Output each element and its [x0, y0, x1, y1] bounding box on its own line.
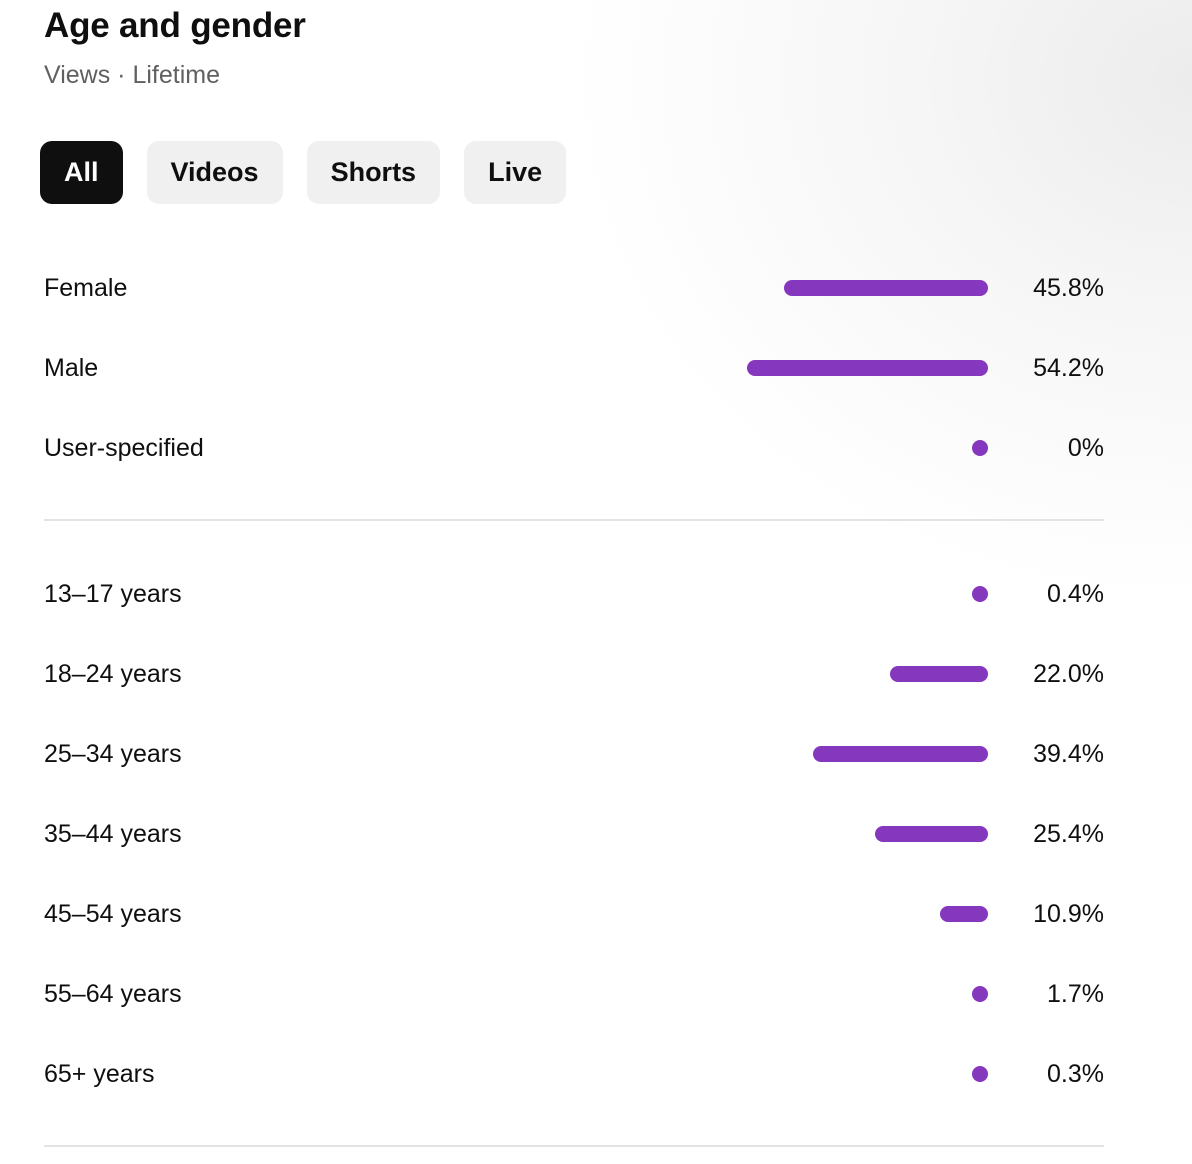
gender-row-female: Female 45.8%	[44, 268, 1104, 308]
age-row-25-34: 25–34 years 39.4%	[44, 734, 1104, 774]
age-row-45-54: 45–54 years 10.9%	[44, 894, 1104, 934]
row-value: 1.7%	[1047, 980, 1104, 1008]
row-value: 0.3%	[1047, 1060, 1104, 1088]
percentage-bar	[939, 906, 988, 922]
row-value: 39.4%	[1033, 740, 1104, 768]
content-type-filter: All Videos Shorts Live	[40, 141, 567, 204]
row-label: 25–34 years	[44, 740, 182, 768]
gender-row-user-specified: User-specified 0%	[44, 428, 1104, 468]
row-label: Female	[44, 274, 128, 302]
page-title: Age and gender	[44, 6, 306, 45]
row-value: 0%	[1067, 434, 1104, 462]
age-row-65-plus: 65+ years 0.3%	[44, 1054, 1104, 1094]
percentage-bar	[972, 440, 988, 456]
chip-live[interactable]: Live	[464, 141, 567, 204]
percentage-bar	[972, 1066, 988, 1082]
chip-all[interactable]: All	[40, 141, 123, 204]
row-label: 13–17 years	[44, 580, 182, 608]
percentage-bar	[972, 986, 988, 1002]
row-label: 35–44 years	[44, 820, 182, 848]
row-value: 10.9%	[1033, 900, 1104, 928]
row-value: 25.4%	[1033, 820, 1104, 848]
row-label: 65+ years	[44, 1060, 155, 1088]
row-value: 45.8%	[1033, 274, 1104, 302]
page-subtitle: Views · Lifetime	[44, 61, 220, 89]
age-row-18-24: 18–24 years 22.0%	[44, 654, 1104, 694]
percentage-bar	[812, 746, 988, 762]
row-label: Male	[44, 354, 99, 382]
row-label: 45–54 years	[44, 900, 182, 928]
percentage-bar	[784, 280, 988, 296]
chip-shorts[interactable]: Shorts	[306, 141, 441, 204]
section-divider	[44, 519, 1104, 521]
row-value: 54.2%	[1033, 354, 1104, 382]
percentage-bar	[890, 666, 988, 682]
age-row-55-64: 55–64 years 1.7%	[44, 974, 1104, 1014]
age-row-35-44: 35–44 years 25.4%	[44, 814, 1104, 854]
chip-videos[interactable]: Videos	[146, 141, 283, 204]
percentage-bar	[746, 360, 988, 376]
percentage-bar	[874, 826, 988, 842]
row-label: 18–24 years	[44, 660, 182, 688]
age-row-13-17: 13–17 years 0.4%	[44, 574, 1104, 614]
section-divider	[44, 1145, 1104, 1147]
row-label: User-specified	[44, 434, 204, 462]
gender-row-male: Male 54.2%	[44, 348, 1104, 388]
row-value: 0.4%	[1047, 580, 1104, 608]
row-value: 22.0%	[1033, 660, 1104, 688]
row-label: 55–64 years	[44, 980, 182, 1008]
percentage-bar	[972, 586, 988, 602]
